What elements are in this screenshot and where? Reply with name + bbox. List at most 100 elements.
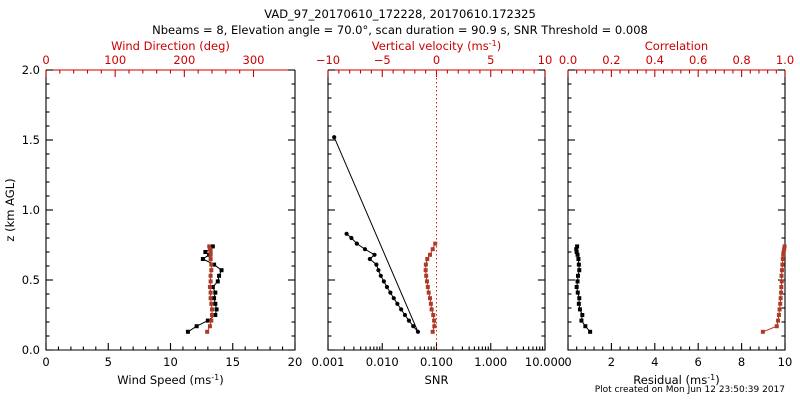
data-point: [200, 257, 205, 261]
creation-timestamp: Plot created on Mon Jun 12 23:50:39 2017: [595, 385, 785, 395]
y-axis-label: z (km AGL): [3, 178, 17, 241]
x-tick-label: 5: [105, 355, 112, 369]
data-point: [207, 247, 212, 252]
data-point: [774, 324, 779, 329]
x-tick-label: 2: [608, 355, 615, 369]
data-point: [426, 290, 431, 295]
data-point: [427, 252, 432, 257]
top-x-axis-label: Correlation: [645, 39, 708, 53]
top-x-tick-label: 0.6: [689, 53, 707, 67]
data-point: [429, 307, 434, 312]
series-wind-speed: [185, 244, 224, 334]
data-point: [209, 301, 214, 306]
data-point: [212, 296, 217, 301]
data-point: [381, 279, 386, 284]
y-tick-label: 1.5: [22, 133, 40, 147]
top-x-tick-label: 0.0: [559, 53, 577, 67]
data-point: [208, 250, 213, 254]
data-point: [579, 318, 584, 323]
data-point: [588, 329, 593, 334]
x-tick-label: 0.001: [312, 355, 345, 369]
y-tick-label: 0.5: [22, 273, 40, 287]
data-point: [209, 268, 214, 273]
top-x-tick-label: 0: [42, 53, 49, 67]
data-point: [424, 273, 429, 278]
data-point: [428, 301, 433, 306]
data-point: [207, 244, 212, 249]
figure-subtitle: Nbeams = 8, Elevation angle = 70.0°, sca…: [152, 23, 648, 37]
data-point: [583, 324, 588, 329]
data-point: [779, 273, 784, 278]
top-x-tick-label: 0: [433, 53, 440, 67]
data-point: [776, 313, 781, 317]
data-point: [212, 262, 217, 267]
data-point: [208, 290, 213, 295]
x-tick-label: 8: [738, 355, 745, 369]
data-point: [576, 301, 581, 306]
data-point: [395, 301, 400, 306]
x-tick-label: 0.010: [366, 355, 399, 369]
data-point: [209, 318, 214, 323]
data-point: [376, 268, 381, 273]
data-point: [388, 290, 393, 295]
x-axis-label: SNR: [425, 373, 449, 387]
data-point: [354, 241, 359, 246]
series-correlation: [760, 244, 787, 334]
top-x-tick-label: 0.4: [646, 53, 664, 67]
top-x-tick-label: 100: [104, 53, 126, 67]
x-tick-label: 0: [42, 355, 49, 369]
data-point: [219, 268, 224, 273]
data-point: [209, 262, 214, 267]
data-point: [577, 307, 582, 312]
y-tick-label: 2.0: [22, 63, 40, 77]
data-point: [362, 247, 368, 252]
data-point: [332, 135, 337, 140]
series-snr: [332, 135, 421, 334]
data-point: [576, 262, 581, 267]
data-point: [575, 244, 580, 249]
data-point: [194, 324, 199, 329]
data-point: [760, 329, 765, 334]
data-point: [779, 268, 784, 273]
data-point: [574, 285, 579, 289]
x-tick-label: 10: [163, 355, 178, 369]
data-point: [431, 313, 436, 317]
data-point: [779, 279, 784, 284]
data-point: [575, 290, 580, 295]
data-point: [415, 329, 421, 334]
x-tick-label: 10.000: [525, 355, 565, 369]
data-point: [213, 290, 218, 295]
data-point: [580, 313, 585, 317]
data-point: [781, 250, 786, 254]
data-point: [577, 296, 582, 301]
data-point: [425, 285, 430, 289]
data-point: [384, 284, 390, 290]
data-point: [781, 252, 786, 257]
top-x-tick-label: 300: [243, 53, 265, 67]
data-point: [423, 262, 428, 267]
data-point: [779, 285, 784, 289]
data-point: [372, 252, 377, 257]
data-point: [575, 273, 580, 278]
data-point: [203, 250, 208, 254]
data-point: [427, 296, 432, 301]
top-x-tick-label: 200: [173, 53, 195, 67]
data-point: [423, 268, 428, 273]
x-tick-label: 15: [225, 355, 240, 369]
data-point: [778, 296, 783, 301]
data-point: [406, 318, 412, 323]
data-point: [210, 285, 215, 289]
x-axis-label: Wind Speed (ms-1): [117, 373, 223, 387]
top-x-tick-label: −5: [374, 53, 391, 67]
data-point: [208, 257, 213, 261]
data-point: [432, 318, 437, 323]
axis-frame: [45, 70, 296, 351]
data-point: [210, 244, 215, 249]
data-point: [411, 324, 416, 329]
data-point: [214, 307, 219, 312]
data-point: [780, 257, 785, 261]
series-residual: [574, 244, 593, 334]
